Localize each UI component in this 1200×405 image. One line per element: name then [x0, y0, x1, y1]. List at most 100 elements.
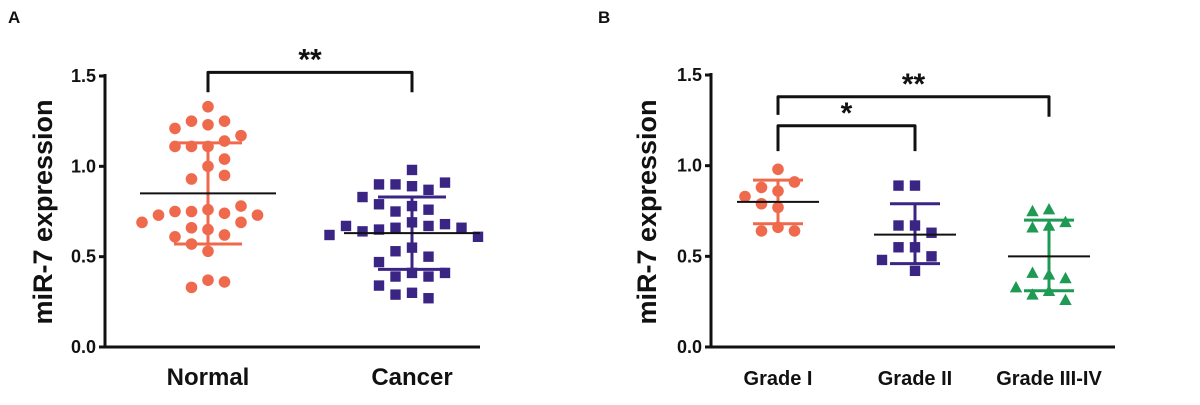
- data-point-square: [472, 231, 484, 242]
- data-point-square: [373, 199, 385, 210]
- data-point-triangle: [1059, 271, 1072, 284]
- data-point-triangle: [1059, 293, 1072, 306]
- data-point-triangle: [1026, 204, 1039, 217]
- data-point-circle: [218, 229, 231, 241]
- x-category-label: Cancer: [371, 364, 452, 391]
- data-point-square: [926, 227, 937, 238]
- y-tick-label: 0.0: [71, 337, 96, 357]
- data-point-circle: [218, 207, 231, 220]
- data-point-circle: [185, 173, 198, 185]
- data-point-square: [340, 220, 352, 232]
- data-point-square: [893, 242, 904, 253]
- y-tick-label: 1.0: [71, 156, 96, 176]
- data-point-square: [373, 179, 385, 190]
- data-point-square: [390, 289, 401, 300]
- data-point-square: [423, 271, 434, 282]
- data-point-circle: [218, 135, 231, 147]
- data-point-square: [439, 218, 451, 230]
- data-point-circle: [169, 230, 181, 243]
- data-point-circle: [185, 281, 198, 294]
- data-point-circle: [218, 169, 231, 182]
- data-point-square: [456, 222, 467, 233]
- data-point-square: [909, 180, 921, 191]
- data-point-circle: [185, 115, 198, 127]
- data-point-square: [439, 267, 451, 279]
- data-point-circle: [235, 200, 247, 212]
- data-point-circle: [218, 115, 231, 127]
- data-point-square: [373, 280, 385, 291]
- significance-bracket: [206, 70, 414, 93]
- significance-bracket: [776, 124, 917, 152]
- data-point-square: [390, 271, 401, 282]
- panel-label-b: B: [598, 8, 610, 27]
- data-point-square: [406, 267, 418, 279]
- x-category-label: Grade I: [744, 368, 813, 390]
- data-point-square: [423, 184, 434, 196]
- y-axis-label-a: miR-7 expression: [28, 99, 58, 324]
- y-tick-label: 1.0: [677, 156, 702, 176]
- significance-label: **: [298, 43, 322, 76]
- data-point-circle: [202, 245, 214, 258]
- data-point-circle: [235, 129, 247, 142]
- data-point-circle: [202, 100, 214, 113]
- data-point-circle: [169, 205, 181, 218]
- y-tick-label: 0.5: [71, 247, 96, 267]
- data-point-circle: [772, 163, 784, 176]
- x-category-label: Normal: [167, 364, 250, 391]
- data-point-square: [423, 251, 434, 262]
- data-point-circle: [202, 118, 214, 131]
- data-point-square: [390, 206, 401, 217]
- data-point-square: [390, 246, 401, 257]
- data-point-circle: [755, 225, 768, 237]
- data-point-circle: [788, 176, 801, 188]
- data-point-square: [423, 204, 434, 215]
- data-point-square: [893, 220, 904, 231]
- panel-a-plot: 0.0 0.5 1.0 1.5 Normal Cancer **: [71, 43, 484, 391]
- data-point-triangle: [1009, 280, 1023, 293]
- data-point-square: [439, 177, 451, 188]
- data-point-square: [357, 226, 368, 237]
- y-axis-label-b: miR-7 expression: [632, 99, 662, 324]
- data-point-square: [373, 224, 385, 235]
- data-point-circle: [739, 190, 751, 203]
- data-point-square: [390, 222, 401, 233]
- data-point-circle: [169, 122, 181, 135]
- data-point-circle: [251, 209, 264, 221]
- data-point-square: [406, 287, 418, 298]
- data-point-square: [357, 191, 368, 203]
- data-point-square: [373, 256, 385, 268]
- y-tick-label: 0.5: [677, 246, 702, 266]
- significance-label: *: [841, 97, 853, 130]
- data-point-square: [423, 220, 434, 232]
- significance-label: **: [902, 68, 926, 101]
- x-category-label: Grade III-IV: [996, 368, 1102, 390]
- y-tick-label: 1.5: [677, 65, 702, 85]
- data-point-circle: [218, 276, 231, 288]
- data-point-circle: [755, 181, 768, 194]
- data-point-square: [406, 164, 418, 176]
- data-point-circle: [218, 153, 231, 165]
- data-point-circle: [136, 216, 148, 229]
- data-point-square: [423, 293, 434, 304]
- y-tick-label: 1.5: [71, 66, 96, 86]
- y-tick-label: 0.0: [677, 337, 702, 357]
- data-point-triangle: [1026, 221, 1039, 233]
- significance-bracket: [776, 95, 1051, 117]
- data-point-triangle: [1026, 266, 1039, 278]
- data-point-circle: [202, 274, 214, 286]
- data-point-circle: [152, 209, 165, 221]
- data-point-circle: [788, 225, 801, 237]
- x-category-label: Grade II: [878, 368, 952, 390]
- data-point-circle: [185, 221, 198, 234]
- data-point-circle: [185, 205, 198, 218]
- data-point-square: [406, 181, 418, 192]
- data-point-square: [909, 265, 921, 277]
- data-point-circle: [235, 216, 247, 229]
- panel-b-plot: 0.0 0.5 1.0 1.5 Grade I Grade II Grade III-IV *…: [677, 65, 1115, 390]
- data-point-square: [893, 180, 904, 191]
- data-point-square: [324, 229, 335, 241]
- data-point-square: [926, 251, 937, 262]
- panel-label-a: A: [8, 8, 20, 27]
- data-point-square: [390, 179, 401, 190]
